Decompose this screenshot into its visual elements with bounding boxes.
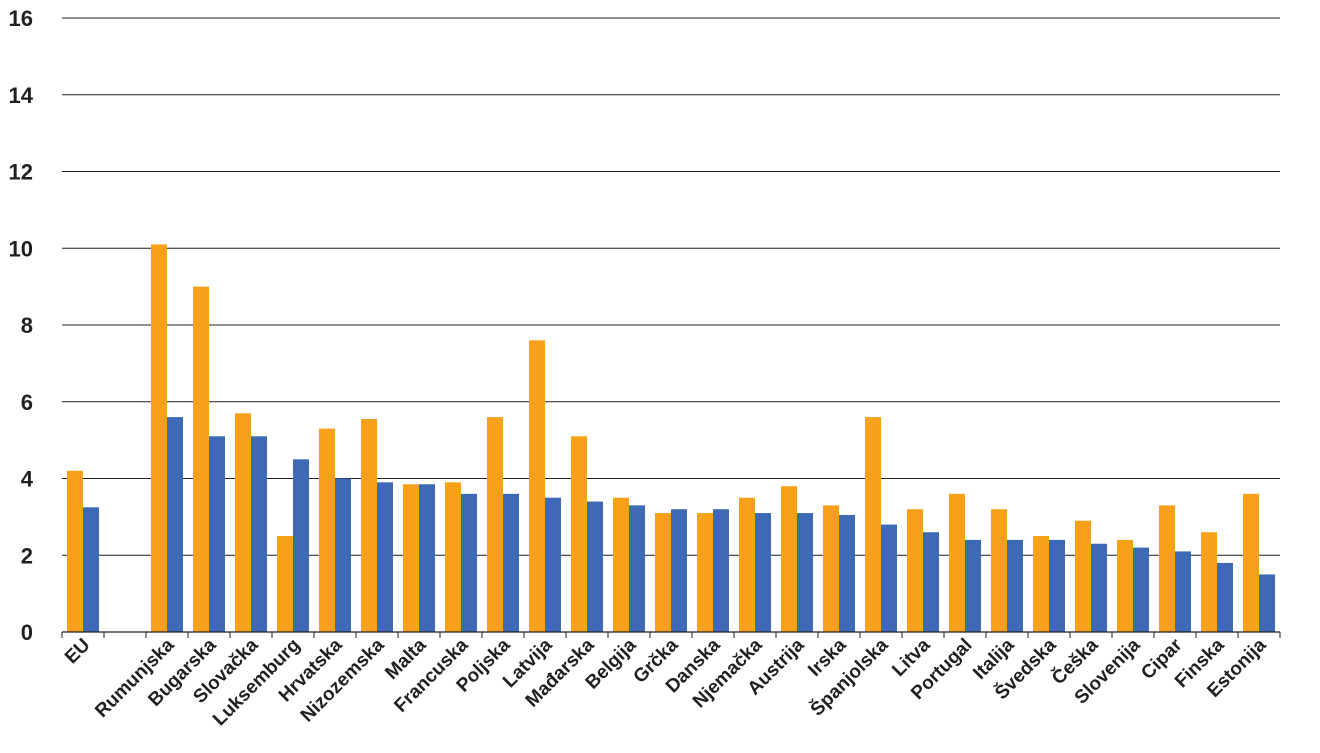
y-axis-ticks: 0 2 4 6 8 10 12 14 16 — [9, 6, 34, 645]
bar-series-2-Finska — [1217, 562, 1233, 632]
category-label: EU — [61, 635, 95, 669]
bar-series-1-Irska — [823, 505, 839, 632]
bar-series-1-Grčka — [655, 513, 671, 632]
bar-series-2-Švedska — [1049, 539, 1065, 632]
bars — [67, 244, 1275, 632]
bar-series-1-Litva — [907, 509, 923, 632]
bar-series-2-Italija — [1007, 539, 1023, 632]
bar-series-1-Italija — [991, 509, 1007, 632]
x-axis — [61, 631, 1281, 638]
bar-series-1-Estonija — [1243, 493, 1259, 632]
bar-series-1-EU — [67, 470, 83, 632]
bar-series-1-Poljska — [487, 417, 503, 632]
bar-series-2-Slovačka — [251, 436, 267, 632]
bar-series-2-Irska — [839, 514, 855, 632]
bar-series-2-Hrvatska — [335, 478, 351, 632]
bar-series-1-Hrvatska — [319, 428, 335, 632]
y-tick-label: 2 — [21, 543, 33, 568]
bar-series-2-Njemačka — [755, 513, 771, 632]
bar-series-2-Rumunjska — [167, 417, 183, 632]
y-tick-label: 8 — [21, 313, 33, 338]
bar-series-1-Španjolska — [865, 417, 881, 632]
y-tick-label: 12 — [9, 160, 33, 185]
bar-series-2-Nizozemska — [377, 482, 393, 632]
bar-series-1-Mađarska — [571, 436, 587, 632]
bar-series-2-Slovenija — [1133, 547, 1149, 632]
bar-series-2-Mađarska — [587, 501, 603, 632]
bar-series-2-Grčka — [671, 509, 687, 632]
x-axis-labels: EURumunjskaBugarskaSlovačkaLuksemburgHrv… — [61, 634, 1271, 730]
bar-series-1-Cipar — [1159, 505, 1175, 632]
bar-series-2-Poljska — [503, 493, 519, 632]
bar-series-1-Belgija — [613, 497, 629, 632]
y-tick-label: 6 — [21, 390, 33, 415]
bar-series-1-Švedska — [1033, 536, 1049, 632]
bar-series-2-Češka — [1091, 543, 1107, 632]
bar-series-1-Luksemburg — [277, 536, 293, 632]
bar-series-1-Češka — [1075, 520, 1091, 632]
bar-series-1-Finska — [1201, 532, 1217, 632]
bar-series-2-EU — [83, 507, 99, 632]
bar-series-1-Bugarska — [193, 286, 209, 632]
bar-series-1-Francuska — [445, 482, 461, 632]
bar-series-1-Njemačka — [739, 497, 755, 632]
y-tick-label: 0 — [21, 620, 33, 645]
bar-series-2-Danska — [713, 509, 729, 632]
y-tick-label: 10 — [9, 236, 33, 261]
y-tick-label: 16 — [9, 6, 33, 31]
bar-series-2-Estonija — [1259, 574, 1275, 632]
bar-series-1-Slovenija — [1117, 539, 1133, 632]
bar-series-2-Austrija — [797, 513, 813, 632]
bar-series-2-Malta — [419, 484, 435, 632]
bar-series-2-Litva — [923, 532, 939, 632]
bar-series-2-Belgija — [629, 505, 645, 632]
bar-series-2-Bugarska — [209, 436, 225, 632]
bar-series-1-Danska — [697, 513, 713, 632]
bar-series-2-Cipar — [1175, 551, 1191, 632]
bar-series-2-Francuska — [461, 493, 477, 632]
bar-series-1-Slovačka — [235, 413, 251, 632]
bar-series-2-Španjolska — [881, 524, 897, 632]
bar-series-2-Portugal — [965, 539, 981, 632]
bar-series-1-Portugal — [949, 493, 965, 632]
bar-series-1-Malta — [403, 484, 419, 632]
bar-series-1-Austrija — [781, 486, 797, 632]
bar-series-1-Rumunjska — [151, 244, 167, 632]
y-tick-label: 14 — [9, 83, 34, 108]
y-tick-label: 4 — [21, 467, 34, 492]
bar-series-2-Luksemburg — [293, 459, 309, 632]
bar-series-1-Latvija — [529, 340, 545, 632]
bar-series-1-Nizozemska — [361, 419, 377, 632]
bar-series-2-Latvija — [545, 497, 561, 632]
